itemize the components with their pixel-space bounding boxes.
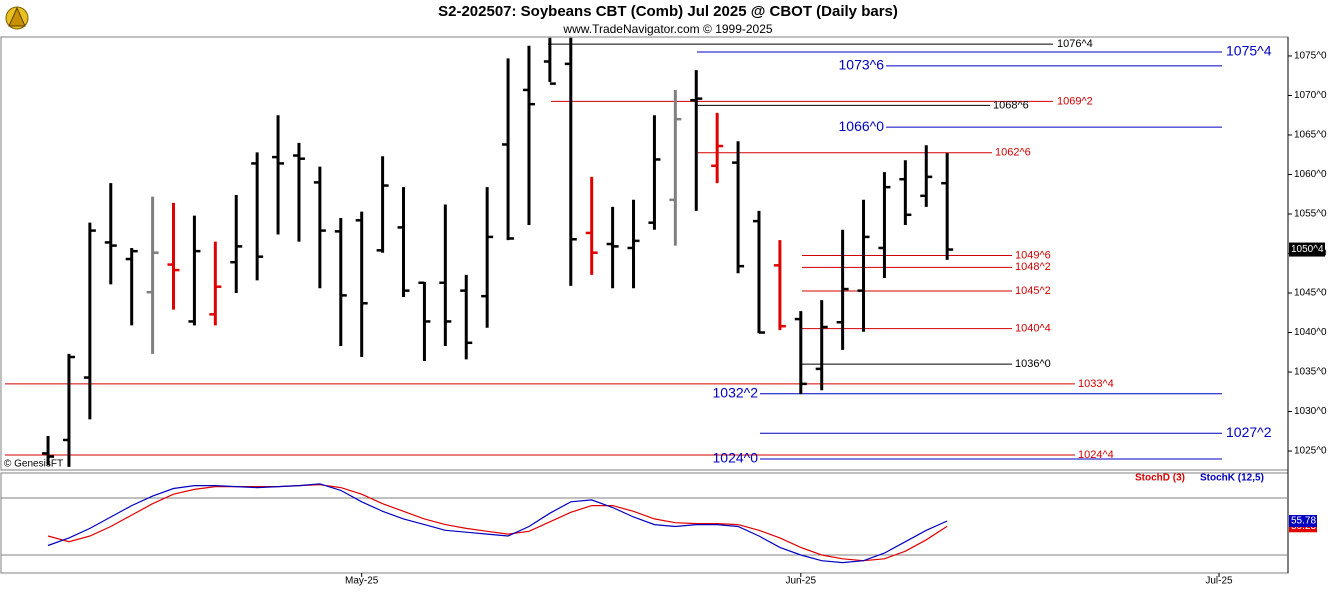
level-label: 1075^4 xyxy=(1226,43,1272,59)
level-label: 1045^2 xyxy=(1015,285,1051,297)
y-tick-label: 1025^0 xyxy=(1294,446,1327,457)
stoch-line xyxy=(47,484,948,562)
legend-entry: StochK (12,5) xyxy=(1200,473,1264,484)
last-price-tag xyxy=(1289,242,1325,257)
y-tick-label: 1045^0 xyxy=(1294,288,1327,299)
level-label: 1024^4 xyxy=(1078,449,1114,461)
x-tick-label: Jun-25 xyxy=(786,576,817,587)
level-label: 1036^0 xyxy=(1015,358,1051,370)
stoch-line xyxy=(47,483,948,564)
level-label: 1069^2 xyxy=(1057,95,1093,107)
level-label: 1040^4 xyxy=(1015,322,1051,334)
subtitle: www.TradeNavigator.com © 1999-2025 xyxy=(562,22,772,36)
level-label: 1068^6 xyxy=(993,99,1029,111)
y-tick-label: 1065^0 xyxy=(1294,130,1327,141)
last-price-label: 1050^4 xyxy=(1291,244,1324,255)
chart-title: S2-202507: Soybeans CBT (Comb) Jul 2025 … xyxy=(438,3,898,20)
level-label: 1073^6 xyxy=(839,57,885,73)
x-tick-label: Jul-25 xyxy=(1205,576,1233,587)
y-tick-label: 1060^0 xyxy=(1294,169,1327,180)
level-label: 1066^0 xyxy=(839,118,885,134)
level-label: 1027^2 xyxy=(1226,424,1272,440)
level-label: 1032^2 xyxy=(713,384,759,400)
level-label: 1076^4 xyxy=(1057,38,1093,50)
level-label: 1024^0 xyxy=(713,450,759,466)
y-tick-label: 1070^0 xyxy=(1294,90,1327,101)
y-tick-label: 1055^0 xyxy=(1294,209,1327,220)
logo xyxy=(5,6,29,30)
y-tick-label: 1030^0 xyxy=(1294,406,1327,417)
value-tag xyxy=(1289,515,1317,528)
level-label: 1062^6 xyxy=(995,147,1031,159)
level-label: 1033^4 xyxy=(1078,378,1114,390)
level-label: 1048^2 xyxy=(1015,261,1051,273)
y-tick-label: 1035^0 xyxy=(1294,367,1327,378)
legend-entry: StochD (3) xyxy=(1135,473,1185,484)
credit: © GenesisFT xyxy=(4,459,63,470)
level-label: 1049^6 xyxy=(1015,249,1051,261)
value-label: 55.78 xyxy=(1291,516,1316,527)
x-tick-label: May-25 xyxy=(345,576,379,587)
y-tick-label: 1075^0 xyxy=(1294,51,1327,62)
y-tick-label: 1040^0 xyxy=(1294,327,1327,338)
